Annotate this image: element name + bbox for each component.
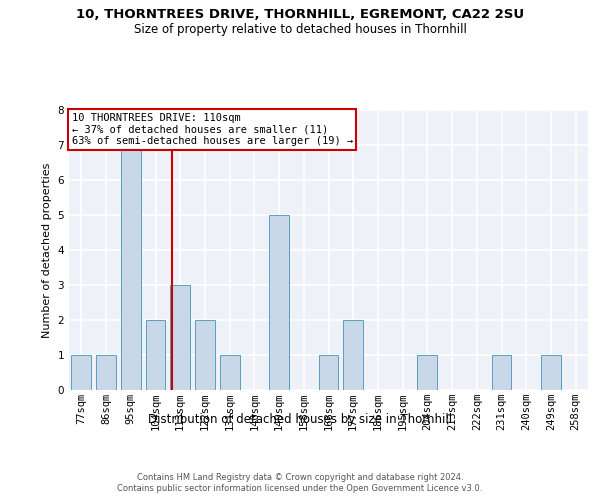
Bar [220, 355, 239, 390]
Bar [418, 355, 437, 390]
Y-axis label: Number of detached properties: Number of detached properties [42, 162, 52, 338]
Text: 10 THORNTREES DRIVE: 110sqm
← 37% of detached houses are smaller (11)
63% of sem: 10 THORNTREES DRIVE: 110sqm ← 37% of det… [71, 113, 353, 146]
Bar [269, 215, 289, 390]
Text: Contains HM Land Registry data © Crown copyright and database right 2024.: Contains HM Land Registry data © Crown c… [137, 472, 463, 482]
Bar [71, 355, 91, 390]
Bar [121, 145, 140, 390]
Bar [343, 320, 363, 390]
Bar [491, 355, 511, 390]
Text: Distribution of detached houses by size in Thornhill: Distribution of detached houses by size … [148, 412, 452, 426]
Bar [541, 355, 561, 390]
Bar [146, 320, 166, 390]
Bar [96, 355, 116, 390]
Bar [195, 320, 215, 390]
Bar [170, 285, 190, 390]
Text: 10, THORNTREES DRIVE, THORNHILL, EGREMONT, CA22 2SU: 10, THORNTREES DRIVE, THORNHILL, EGREMON… [76, 8, 524, 20]
Text: Size of property relative to detached houses in Thornhill: Size of property relative to detached ho… [134, 22, 466, 36]
Text: Contains public sector information licensed under the Open Government Licence v3: Contains public sector information licen… [118, 484, 482, 493]
Bar [319, 355, 338, 390]
